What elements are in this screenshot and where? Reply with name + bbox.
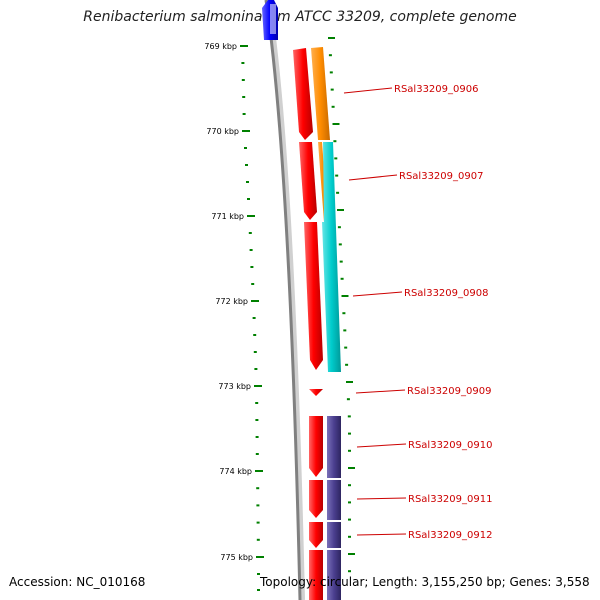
gene-rsal33209-0910-cds[interactable]	[309, 416, 323, 477]
ruler-tick-label: 774 kbp	[219, 467, 252, 476]
gene-leader-line	[355, 389, 406, 394]
top-feature-marker[interactable]	[262, 0, 278, 40]
genome-backbone-line	[264, 0, 302, 600]
gene-leader-line	[356, 533, 407, 536]
gene-rsal33209-0908-track[interactable]	[322, 142, 341, 372]
gene-leader-line	[348, 174, 398, 181]
ruler-tick-label: 773 kbp	[218, 382, 251, 391]
cds-track-forward	[293, 48, 323, 600]
ruler-tick-label: 770 kbp	[206, 127, 239, 136]
gene-rsal33209-0911-cds[interactable]	[309, 480, 323, 518]
gene-label[interactable]: RSal33209_0906	[394, 84, 478, 95]
ruler-tick-label: 775 kbp	[220, 553, 253, 562]
ruler-tick-label: 769 kbp	[204, 42, 237, 51]
gene-label[interactable]: RSal33209_0907	[399, 171, 483, 182]
gene-label[interactable]: RSal33209_0911	[408, 494, 492, 505]
gene-rsal33209-0908-cds[interactable]	[304, 222, 323, 370]
gene-label[interactable]: RSal33209_0909	[407, 386, 491, 397]
ruler-minor-ticks	[241, 62, 260, 591]
ruler-major-ticks: 769 kbp 770 kbp 771 kbp 772 kbp 773 kbp 774 k…	[204, 42, 264, 562]
gene-rsal33209-0906-cds[interactable]	[293, 48, 313, 140]
gene-leader-line	[356, 443, 407, 448]
gene-leader-line	[352, 291, 403, 297]
gene-label[interactable]: RSal33209_0908	[404, 288, 488, 299]
outer-ruler-ticks	[328, 37, 355, 573]
genome-backbone	[265, 0, 305, 600]
ruler-tick-label: 771 kbp	[211, 212, 244, 221]
purple-feature-track[interactable]	[327, 416, 341, 600]
topology-text: Topology: circular; Length: 3,155,250 bp…	[260, 575, 590, 589]
gene-label[interactable]: RSal33209_0910	[408, 440, 492, 451]
gene-leader-line	[343, 87, 393, 94]
accession-text: Accession: NC_010168	[9, 575, 146, 589]
gene-rsal33209-0907-cds[interactable]	[299, 142, 317, 220]
gene-labels: RSal33209_0906 RSal33209_0907 RSal33209_09…	[343, 84, 492, 541]
gene-rsal33209-0912-cds[interactable]	[309, 522, 323, 600]
gene-label[interactable]: RSal33209_0912	[408, 530, 492, 541]
page-title: Renibacterium salmoninarum ATCC 33209, c…	[83, 9, 517, 25]
ruler-tick-label: 772 kbp	[215, 297, 248, 306]
gene-leader-line	[356, 497, 407, 500]
gene-rsal33209-0909-cds[interactable]	[309, 389, 323, 396]
